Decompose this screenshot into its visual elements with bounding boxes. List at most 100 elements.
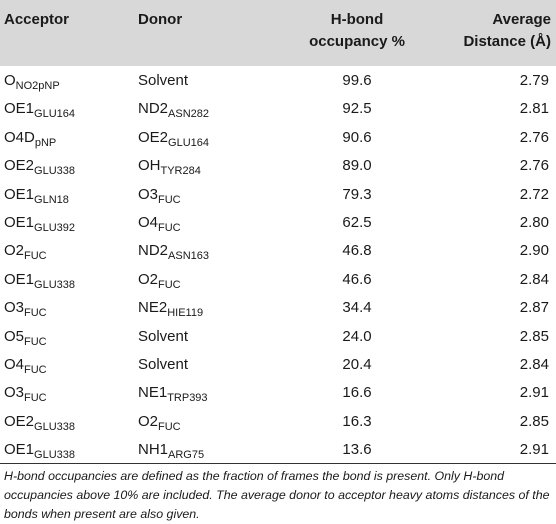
- donor-cell-main: O4: [138, 213, 159, 231]
- donor-cell: NE1TRP393: [138, 384, 208, 405]
- distance-cell: 2.72: [440, 186, 549, 204]
- donor-cell: Solvent: [138, 328, 188, 346]
- donor-cell: NE2HIE119: [138, 299, 203, 319]
- acceptor-cell: OE1GLU338: [4, 441, 75, 461]
- header-distance-line1: Average: [492, 11, 551, 28]
- table-row: OE1GLU392 O4FUC 62.5 2.80: [0, 208, 556, 236]
- acceptor-cell: O4DpNP: [4, 129, 56, 149]
- donor-cell: OE2GLU164: [138, 129, 209, 149]
- distance-cell-main: 2.85: [519, 412, 549, 430]
- occupancy-cell: 99.6: [302, 72, 412, 90]
- occupancy-cell: 16.3: [302, 413, 412, 431]
- table-row: O3FUC NE1TRP393 16.6 2.91: [0, 378, 556, 406]
- donor-cell-subscript: ASN163: [168, 250, 209, 263]
- acceptor-cell-main: OE1: [4, 270, 35, 288]
- occupancy-cell-main: 90.6: [342, 128, 372, 146]
- occupancy-cell: 46.6: [302, 271, 412, 289]
- donor-cell-main: O2: [138, 412, 159, 430]
- table-row: OE1GLU338 O2FUC 46.6 2.84: [0, 265, 556, 293]
- acceptor-cell: ONO2pNP: [4, 72, 60, 92]
- donor-cell-subscript: TYR284: [160, 165, 201, 178]
- header-occupancy: H-bond occupancy %: [302, 9, 412, 53]
- donor-cell: O4FUC: [138, 213, 181, 234]
- acceptor-cell-main: OE1: [4, 213, 35, 231]
- donor-cell-subscript: FUC: [158, 278, 181, 291]
- donor-cell-main: ND2: [138, 100, 169, 118]
- distance-cell: 2.91: [440, 441, 549, 459]
- donor-cell-subscript: FUC: [158, 221, 181, 234]
- distance-cell: 2.84: [440, 271, 549, 289]
- acceptor-cell-main: O: [4, 72, 16, 89]
- donor-cell: Solvent: [138, 72, 188, 90]
- occupancy-cell: 89.0: [302, 157, 412, 175]
- acceptor-cell-subscript: GLU338: [34, 420, 75, 433]
- distance-cell-main: 2.76: [519, 128, 549, 146]
- donor-cell-subscript: ARG75: [168, 449, 205, 462]
- distance-cell: 2.84: [440, 356, 549, 374]
- acceptor-cell-subscript: FUC: [24, 307, 47, 320]
- occupancy-cell-main: 89.0: [342, 157, 372, 175]
- acceptor-cell-subscript: GLU338: [34, 165, 75, 178]
- distance-cell: 2.85: [440, 413, 549, 431]
- donor-cell-main: NE1: [138, 384, 168, 402]
- distance-cell: 2.80: [440, 214, 549, 232]
- occupancy-cell-main: 46.6: [342, 270, 372, 288]
- donor-cell-subscript: FUC: [158, 420, 181, 433]
- acceptor-cell: OE1GLN18: [4, 185, 69, 206]
- acceptor-cell-main: O5: [4, 327, 25, 345]
- acceptor-cell-subscript: GLU338: [34, 278, 75, 291]
- occupancy-cell-main: 99.6: [342, 72, 372, 89]
- occupancy-cell-main: 46.8: [342, 242, 372, 260]
- table-header: Acceptor Donor H-bond occupancy % Averag…: [0, 0, 556, 66]
- header-donor: Donor: [138, 11, 183, 28]
- donor-cell: O2FUC: [138, 412, 181, 433]
- header-occupancy-line1: H-bond: [330, 11, 384, 28]
- donor-cell-subscript: ASN282: [168, 108, 209, 121]
- occupancy-cell-main: 13.6: [342, 441, 372, 459]
- acceptor-cell-main: OE1: [4, 100, 35, 118]
- occupancy-cell: 24.0: [302, 328, 412, 346]
- header-distance-line2: Distance (Å): [463, 33, 551, 50]
- table-body: ONO2pNP Solvent 99.6 2.79 OE1GLU164 ND2ASN282…: [0, 66, 556, 463]
- donor-cell-main: Solvent: [138, 327, 189, 345]
- distance-cell-main: 2.72: [519, 185, 549, 203]
- donor-cell: OHTYR284: [138, 157, 201, 178]
- donor-cell-main: Solvent: [138, 72, 189, 89]
- donor-cell-subscript: TRP393: [167, 392, 208, 405]
- acceptor-cell: O2FUC: [4, 242, 47, 262]
- donor-cell: ND2ASN163: [138, 242, 209, 263]
- occupancy-cell: 79.3: [302, 186, 412, 204]
- acceptor-cell-subscript: GLU392: [34, 221, 75, 234]
- table-row: OE1GLU338 NH1ARG75 13.6 2.91: [0, 435, 556, 463]
- acceptor-cell-main: O4: [4, 355, 25, 373]
- acceptor-cell: OE1GLU338: [4, 270, 75, 291]
- occupancy-cell: 90.6: [302, 129, 412, 147]
- donor-cell-main: ND2: [138, 242, 169, 260]
- distance-cell: 2.76: [440, 157, 549, 175]
- header-distance: Average Distance (Å): [440, 9, 551, 53]
- donor-cell-main: Solvent: [138, 355, 189, 373]
- acceptor-cell-subscript: FUC: [24, 392, 47, 405]
- distance-cell-main: 2.90: [519, 242, 549, 260]
- acceptor-cell: OE1GLU164: [4, 100, 75, 120]
- distance-cell: 2.90: [440, 242, 549, 260]
- occupancy-cell: 13.6: [302, 441, 412, 459]
- acceptor-cell-main: OE2: [4, 412, 35, 430]
- acceptor-cell: O3FUC: [4, 299, 47, 320]
- acceptor-cell: OE2GLU338: [4, 157, 75, 178]
- occupancy-cell: 46.8: [302, 242, 412, 260]
- acceptor-cell-main: O3: [4, 384, 25, 402]
- distance-cell-main: 2.91: [519, 384, 549, 402]
- acceptor-cell-subscript: FUC: [24, 363, 47, 376]
- table-row: OE2GLU338 OHTYR284 89.0 2.76: [0, 151, 556, 179]
- distance-cell-main: 2.84: [519, 355, 549, 373]
- occupancy-cell-main: 16.3: [342, 412, 372, 430]
- occupancy-cell-main: 20.4: [342, 355, 372, 373]
- distance-cell: 2.91: [440, 384, 549, 402]
- acceptor-cell-main: OE1: [4, 185, 35, 203]
- table-bottom-rule: [0, 463, 556, 464]
- donor-cell: Solvent: [138, 356, 188, 374]
- table-footnote: H-bond occupancies are defined as the fr…: [4, 469, 550, 521]
- distance-cell-main: 2.81: [519, 100, 549, 118]
